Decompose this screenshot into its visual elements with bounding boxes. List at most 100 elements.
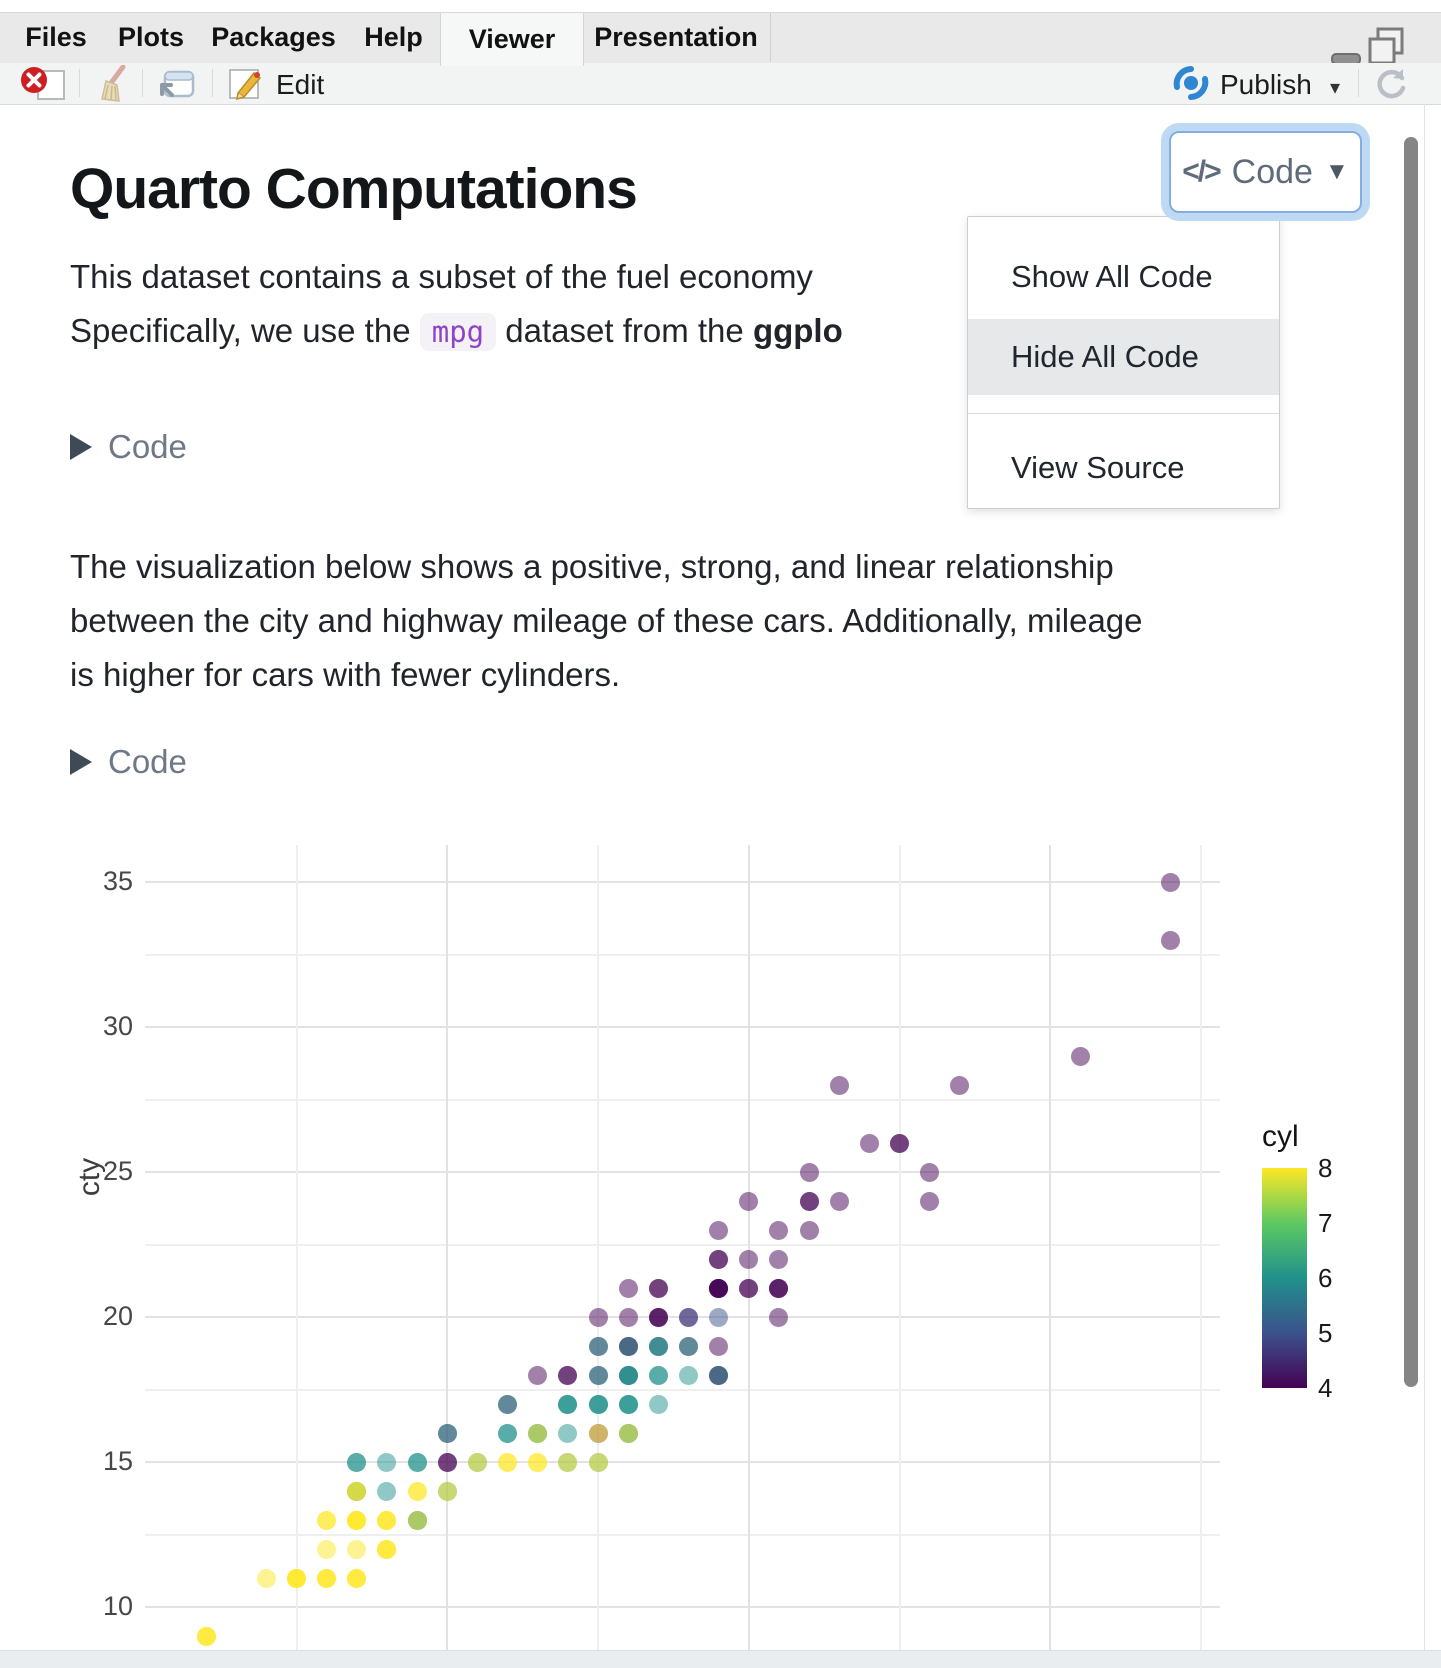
tab-help[interactable]: Help [347, 13, 441, 62]
toolbar-separator [212, 69, 213, 97]
data-point [347, 1510, 367, 1530]
data-point [347, 1452, 367, 1472]
data-point [709, 1336, 729, 1356]
data-point [648, 1394, 668, 1414]
data-point [437, 1423, 457, 1443]
edit-button[interactable]: Edit [228, 65, 338, 101]
data-point [256, 1568, 276, 1588]
clear-button[interactable] [93, 64, 133, 103]
menu-item-label: View Source [1011, 450, 1185, 485]
data-point [407, 1510, 427, 1530]
data-point [196, 1626, 216, 1646]
data-point [437, 1481, 457, 1501]
data-point [528, 1452, 548, 1472]
code-dropdown-menu: Show All Code Hide All Code View Source [967, 216, 1280, 509]
tab-presentation[interactable]: Presentation [582, 13, 771, 62]
code-dropdown-button[interactable]: </> Code ▼ [1169, 131, 1362, 213]
tab-plots[interactable]: Plots [102, 13, 201, 62]
data-point [678, 1307, 698, 1327]
popout-button[interactable] [155, 66, 195, 102]
data-point [739, 1278, 759, 1298]
data-point [678, 1336, 698, 1356]
data-point [407, 1510, 427, 1530]
data-point [377, 1481, 397, 1501]
data-point [618, 1365, 638, 1385]
viz-paragraph-line2: between the city and highway mileage of … [70, 602, 1143, 639]
data-point [287, 1568, 306, 1588]
menu-item-label: Show All Code [1011, 259, 1213, 294]
data-point [678, 1365, 698, 1385]
data-point [648, 1336, 668, 1356]
vertical-scrollbar[interactable] [1404, 137, 1418, 1387]
menu-item-view-source[interactable]: View Source [968, 429, 1279, 507]
code-fold-label: Code [108, 428, 187, 465]
data-point [317, 1510, 337, 1530]
menu-item-hide-all-code[interactable]: Hide All Code [968, 319, 1279, 395]
data-point [437, 1481, 457, 1501]
data-point [528, 1452, 548, 1472]
menu-divider [968, 413, 1279, 414]
data-point [528, 1423, 548, 1443]
data-point [769, 1220, 789, 1240]
disclosure-triangle-icon [70, 434, 92, 460]
data-point [498, 1394, 518, 1414]
data-point [287, 1568, 306, 1588]
code-fold-2[interactable]: Code [70, 743, 187, 781]
data-point [377, 1539, 397, 1559]
data-point [709, 1249, 729, 1269]
data-point [558, 1452, 578, 1472]
data-point [498, 1394, 518, 1414]
data-point [709, 1365, 729, 1385]
data-point [558, 1365, 578, 1385]
data-point [377, 1539, 397, 1559]
data-point [317, 1568, 337, 1588]
menu-item-show-all-code[interactable]: Show All Code [968, 229, 1279, 325]
data-point [829, 1191, 849, 1211]
stop-button[interactable] [20, 65, 68, 101]
code-tag-icon: </> [1182, 155, 1221, 188]
refresh-button[interactable] [1373, 65, 1409, 101]
data-point [648, 1365, 668, 1385]
data-point [407, 1452, 427, 1472]
data-point [437, 1452, 457, 1472]
tab-label: Packages [211, 22, 336, 52]
data-point [890, 1133, 909, 1153]
data-point [618, 1365, 638, 1385]
data-point [377, 1539, 397, 1559]
y-tick-label: 30 [102, 1011, 133, 1041]
data-point [347, 1481, 367, 1501]
gridline-minor-x [597, 845, 599, 1650]
gridline-major-x [446, 845, 449, 1650]
tab-packages[interactable]: Packages [200, 13, 348, 62]
data-point [618, 1336, 638, 1356]
data-point [769, 1278, 789, 1298]
maximize-icon[interactable] [1366, 25, 1408, 71]
data-point [618, 1394, 638, 1414]
tab-label: Files [25, 22, 87, 52]
data-point [588, 1423, 608, 1443]
publish-icon [1173, 66, 1209, 100]
data-point [920, 1162, 940, 1182]
tab-viewer[interactable]: Viewer [440, 13, 584, 66]
code-button-label: Code [1231, 152, 1313, 191]
viewer-toolbar: Edit Publish ▾ [0, 63, 1441, 105]
data-point [709, 1278, 729, 1298]
data-point [317, 1510, 337, 1530]
data-point [528, 1365, 548, 1385]
viewport-bottom-band [0, 1650, 1441, 1668]
edit-pencil-icon [229, 69, 262, 101]
data-point [347, 1568, 367, 1588]
data-point [709, 1278, 729, 1298]
data-point [739, 1249, 759, 1269]
intro-paragraph-line2b: dataset from the [496, 312, 753, 349]
data-point [347, 1452, 367, 1472]
page-title: Quarto Computations [70, 157, 638, 222]
code-fold-1[interactable]: Code [70, 428, 187, 466]
stop-icon [21, 67, 65, 100]
data-point [377, 1452, 397, 1472]
code-fold-label: Code [108, 743, 187, 780]
publish-button[interactable]: Publish ▾ [1172, 65, 1342, 101]
data-point [890, 1133, 909, 1153]
tab-files[interactable]: Files [10, 13, 103, 62]
